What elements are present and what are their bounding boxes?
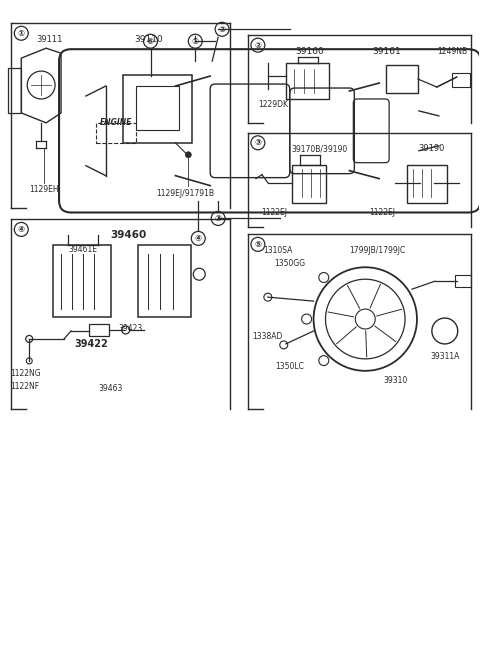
Text: ③: ③ (254, 138, 262, 147)
Text: ①: ① (18, 29, 25, 37)
Text: ①: ① (192, 37, 199, 46)
Bar (407, 165, 447, 202)
Bar (286, 63, 329, 99)
Text: ②: ② (218, 25, 226, 34)
Circle shape (185, 152, 192, 158)
Text: ④: ④ (195, 234, 202, 243)
Text: 39310: 39310 (383, 376, 407, 385)
Text: 1122NF: 1122NF (11, 382, 40, 392)
Text: 1799JB/1799JC: 1799JB/1799JC (349, 246, 405, 255)
Text: 39161: 39161 (373, 47, 401, 56)
Text: ENGINE: ENGINE (99, 118, 132, 127)
Text: ⑤: ⑤ (147, 37, 154, 46)
Text: 39160: 39160 (295, 47, 324, 56)
Bar (138, 245, 192, 317)
Bar (292, 165, 326, 202)
Text: 1122NG: 1122NG (10, 369, 41, 378)
Text: 1310SA: 1310SA (263, 246, 292, 255)
Text: 39110: 39110 (134, 35, 163, 44)
Text: 39463: 39463 (98, 384, 123, 394)
Text: ②: ② (254, 41, 262, 50)
Text: 39422: 39422 (74, 339, 108, 349)
Text: 1249NB: 1249NB (437, 47, 467, 56)
Text: 39461E: 39461E (69, 245, 97, 254)
Bar (53, 245, 111, 317)
Text: 39190: 39190 (419, 145, 445, 153)
Text: 1338AD: 1338AD (252, 332, 283, 342)
Text: 1129EJ/91791B: 1129EJ/91791B (156, 189, 214, 198)
Text: 39170B/39190: 39170B/39190 (291, 145, 348, 153)
Text: 1122EJ: 1122EJ (261, 208, 287, 217)
Text: 1129EH: 1129EH (29, 185, 59, 194)
Bar (89, 324, 109, 336)
Text: 1350GG: 1350GG (274, 259, 305, 268)
Bar (452, 73, 469, 87)
Bar (136, 86, 180, 130)
Text: 1122EJ: 1122EJ (369, 208, 395, 217)
Text: ⑤: ⑤ (254, 240, 262, 249)
Text: 1350LC: 1350LC (275, 363, 304, 371)
Text: 39311A: 39311A (430, 352, 459, 361)
Bar (96, 123, 136, 143)
Text: 39460: 39460 (110, 231, 147, 240)
Text: ③: ③ (215, 214, 222, 223)
Text: 39111: 39111 (36, 35, 62, 44)
Text: 1229DK: 1229DK (258, 101, 288, 110)
Bar (386, 65, 418, 93)
Bar (455, 275, 471, 287)
Text: ④: ④ (18, 225, 25, 234)
Bar (123, 75, 192, 143)
Text: 39423: 39423 (119, 325, 143, 334)
